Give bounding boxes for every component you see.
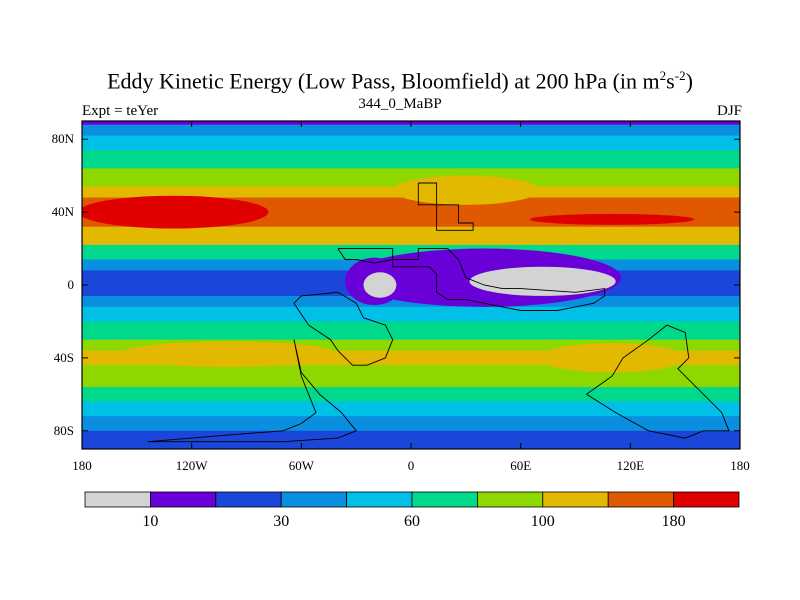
colorbar-swatch xyxy=(280,491,348,508)
contour-feature-8 xyxy=(538,343,686,373)
axes: 180 120W 60W 0 60E 120E 180 80N 40N 0 40S 80S xyxy=(52,121,750,473)
y-tick-label: 80N xyxy=(52,131,75,146)
colorbar-swatch xyxy=(84,491,151,508)
colorbar-swatch xyxy=(346,491,413,508)
colorbar-swatch xyxy=(215,491,282,508)
contour-feature-6 xyxy=(363,272,397,298)
contour-feature-7 xyxy=(118,341,338,367)
colorbar-label: 100 xyxy=(531,513,555,530)
y-tick-label: 40N xyxy=(52,204,75,219)
coastline-3 xyxy=(147,339,357,443)
x-tick-label: 60E xyxy=(510,458,531,473)
contour-band-17 xyxy=(82,387,740,403)
contour-band-16 xyxy=(82,365,740,388)
x-tick-label: 180 xyxy=(730,458,750,473)
chart-title: Eddy Kinetic Energy (Low Pass, Bloomfiel… xyxy=(107,68,693,94)
chart-subtitle: 344_0_MaBP xyxy=(358,96,442,112)
coastline-4 xyxy=(586,324,730,439)
colorbar-label: 60 xyxy=(404,513,420,530)
contour-band-14 xyxy=(82,339,740,352)
experiment-label: Expt = teYer xyxy=(82,103,159,119)
contour-band-19 xyxy=(82,416,740,432)
colorbar-swatch xyxy=(542,491,609,508)
x-tick-label: 180 xyxy=(72,458,92,473)
x-tick-label: 60W xyxy=(289,458,315,473)
colorbar-label: 180 xyxy=(662,513,686,530)
contour-feature-0 xyxy=(82,195,269,229)
colorbar-label: 10 xyxy=(142,513,158,530)
x-tick-label: 0 xyxy=(408,458,415,473)
x-tick-label: 120W xyxy=(176,458,209,473)
season-label: DJF xyxy=(716,103,742,119)
contour-feature-1 xyxy=(529,213,695,225)
contour-band-3 xyxy=(82,150,740,169)
x-tick-label: 120E xyxy=(617,458,645,473)
colorbar-swatch xyxy=(607,491,675,508)
colorbar-swatch xyxy=(673,491,740,508)
contour-band-7 xyxy=(82,226,740,246)
colorbar-swatch xyxy=(476,491,544,508)
colorbar: 10 30 60 100 180 xyxy=(84,491,740,530)
contour-feature-5 xyxy=(469,266,616,296)
contour-band-1 xyxy=(82,124,740,137)
contour-feature-2 xyxy=(392,175,539,205)
y-tick-label: 80S xyxy=(54,423,74,438)
y-tick-label: 0 xyxy=(68,277,75,292)
contour-band-20 xyxy=(82,430,740,449)
contour-band-18 xyxy=(82,401,740,417)
contour-band-2 xyxy=(82,135,740,151)
coastline-2 xyxy=(293,291,394,366)
contour-band-12 xyxy=(82,306,740,323)
colorbar-label: 30 xyxy=(273,513,289,530)
coastline-1 xyxy=(337,248,606,311)
y-tick-label: 40S xyxy=(54,350,74,365)
contour-band-13 xyxy=(82,321,740,341)
contour-band-4 xyxy=(82,168,740,188)
plot-area xyxy=(82,121,740,449)
coastline-0 xyxy=(417,182,474,231)
colorbar-swatch xyxy=(149,491,217,508)
colorbar-swatch xyxy=(411,491,478,508)
